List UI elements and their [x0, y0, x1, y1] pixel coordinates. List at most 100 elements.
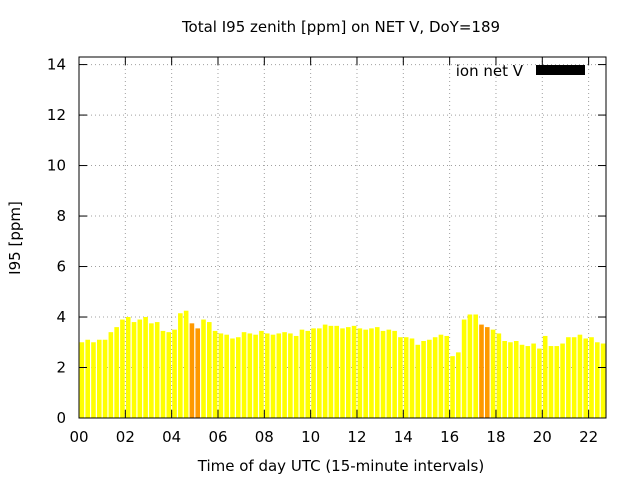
bar	[432, 337, 438, 418]
bar	[571, 337, 577, 418]
bar	[363, 329, 368, 418]
bar	[270, 334, 276, 418]
x-tick-label: 22	[579, 428, 598, 446]
bar	[189, 323, 195, 418]
y-tick-label: 14	[47, 56, 66, 74]
bar	[143, 317, 148, 418]
bar	[415, 344, 421, 418]
bars	[79, 310, 606, 418]
chart-title: Total I95 zenith [ppm] on NET V, DoY=189	[181, 18, 500, 36]
y-tick-label: 4	[56, 308, 66, 326]
bar	[351, 325, 357, 418]
bar	[600, 343, 606, 418]
bar	[409, 338, 415, 418]
x-tick-label: 02	[116, 428, 135, 446]
bar	[241, 332, 247, 418]
bar	[508, 342, 513, 418]
bar	[96, 339, 102, 418]
y-tick-label: 0	[56, 409, 66, 427]
bar	[166, 332, 172, 418]
bar	[560, 343, 565, 418]
y-tick-labels: 0 2 4 6 8 10 12 14	[47, 56, 66, 427]
bar	[589, 337, 594, 418]
y-tick-label: 12	[47, 106, 66, 124]
bar	[201, 319, 206, 418]
bar	[317, 328, 322, 418]
bar	[444, 335, 450, 418]
bar	[160, 330, 166, 418]
ticks	[78, 57, 606, 419]
bar	[542, 335, 548, 418]
bar	[369, 328, 374, 418]
bar	[450, 356, 455, 418]
bar	[195, 328, 201, 418]
bar	[479, 324, 484, 418]
y-tick-label: 6	[56, 258, 66, 276]
bar	[403, 337, 409, 418]
bar	[328, 325, 334, 418]
bar	[172, 329, 177, 418]
bar	[178, 313, 183, 418]
bar	[484, 327, 490, 418]
y-tick-label: 2	[56, 359, 66, 377]
bar	[247, 333, 253, 418]
bar	[583, 338, 589, 418]
bar	[137, 319, 143, 418]
bar	[438, 334, 444, 418]
bar	[473, 314, 478, 418]
bar	[207, 322, 212, 418]
bar	[120, 319, 125, 418]
bar	[114, 327, 119, 418]
bar	[554, 346, 560, 418]
bar	[259, 330, 264, 418]
bar	[334, 325, 340, 418]
bar	[235, 337, 241, 418]
bar	[125, 317, 131, 418]
x-tick-label: 12	[347, 428, 366, 446]
bar	[183, 310, 189, 418]
x-axis-label: Time of day UTC (15-minute intervals)	[197, 457, 484, 475]
bar	[566, 337, 571, 418]
bar	[531, 343, 536, 418]
bar	[490, 329, 496, 418]
bar	[548, 346, 554, 418]
bar	[467, 314, 473, 418]
y-tick-label: 10	[47, 157, 66, 175]
bar	[79, 342, 85, 418]
x-tick-label: 10	[301, 428, 320, 446]
bar	[513, 341, 519, 418]
bar	[264, 333, 270, 418]
bar	[224, 334, 229, 418]
bar	[537, 348, 542, 418]
x-tick-labels: 00 02 04 06 08 10 12 14 16 18 20 22	[69, 428, 598, 446]
bar	[357, 328, 363, 418]
x-tick-label: 14	[394, 428, 413, 446]
bar	[230, 338, 235, 418]
bar	[380, 330, 386, 418]
bar	[421, 341, 426, 418]
bar	[340, 328, 345, 418]
bar	[496, 333, 502, 418]
bar	[91, 342, 96, 418]
bar	[131, 322, 137, 418]
legend-label: ion net V	[456, 62, 524, 80]
bar	[311, 328, 316, 418]
bar	[398, 337, 403, 418]
plot-frame	[78, 56, 607, 419]
y-axis-label: I95 [ppm]	[6, 201, 24, 275]
bar	[102, 339, 108, 418]
x-tick-label: 18	[486, 428, 505, 446]
bar	[288, 333, 293, 418]
bar	[154, 322, 160, 418]
bar	[392, 330, 397, 418]
bar	[305, 330, 311, 418]
bar	[502, 341, 507, 418]
bar	[108, 332, 114, 418]
y-tick-label: 8	[56, 207, 66, 225]
bar	[374, 327, 380, 418]
bar	[322, 324, 328, 418]
bar	[519, 344, 525, 418]
bar	[212, 330, 218, 418]
bar	[293, 335, 299, 418]
